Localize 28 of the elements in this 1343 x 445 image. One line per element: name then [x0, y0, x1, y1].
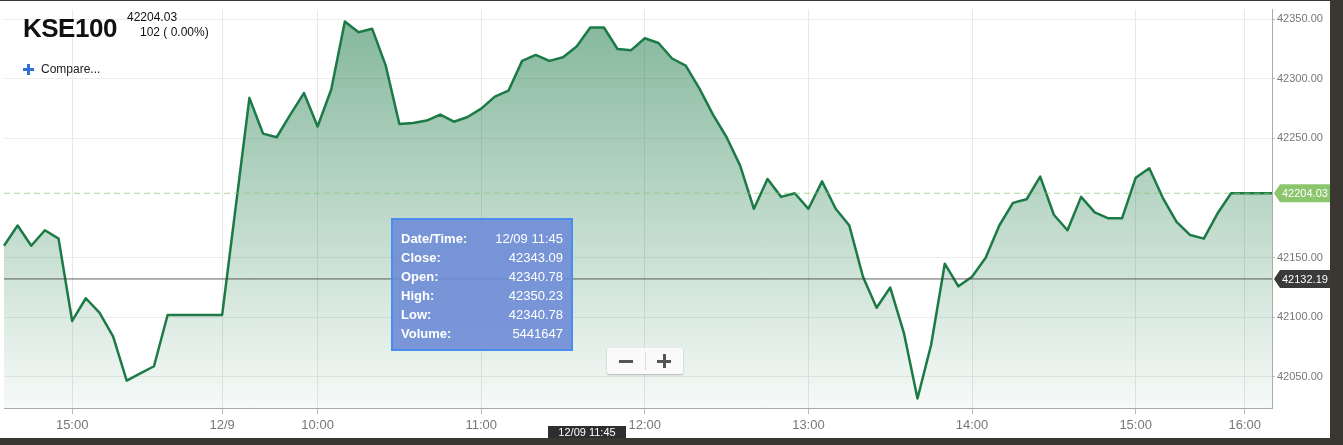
text: 12/09 11:45	[548, 426, 626, 438]
y-tick-label: 42300.00	[1277, 71, 1323, 84]
ref-line-label: 42204.03	[1282, 187, 1328, 200]
x-tick-label: 12/9	[209, 417, 235, 433]
annotation: 102 ( 0.00%)	[140, 25, 209, 39]
text: Close: 42343.09	[401, 250, 563, 265]
x-tick-label: 12:00	[628, 417, 662, 433]
x-tick-label: 16:00	[1228, 417, 1261, 433]
y-tick-label: 42050.00	[1277, 370, 1323, 383]
x-tick-label: 11:00	[465, 417, 497, 433]
annotation: Compare...	[41, 62, 101, 76]
x-tick-label: 10:00	[301, 417, 334, 433]
x-tick-label: 13:00	[792, 417, 825, 433]
y-tick-label: 42150.00	[1277, 250, 1323, 263]
text: Low: 42340.78	[401, 307, 563, 322]
y-tick-label: 42250.00	[1277, 131, 1323, 144]
y-tick-label: 42350.00	[1277, 12, 1323, 25]
text: Open: 42340.78	[401, 269, 563, 284]
chart-title: KSE100	[23, 13, 117, 44]
text: Date/Time: 12/09 11:45	[401, 231, 563, 246]
x-tick-label: 14:00	[955, 417, 989, 433]
x-tick-label: 15:00	[1119, 417, 1152, 433]
text: High: 42350.23	[401, 288, 563, 303]
x-tick-label: 15:00	[55, 417, 89, 433]
ref-line-label: 42132.19	[1282, 272, 1328, 285]
chart-subtitle: 42204.03	[127, 10, 178, 24]
y-tick-label: 42100.00	[1277, 310, 1323, 323]
text: Volume: 5441647	[401, 326, 563, 341]
